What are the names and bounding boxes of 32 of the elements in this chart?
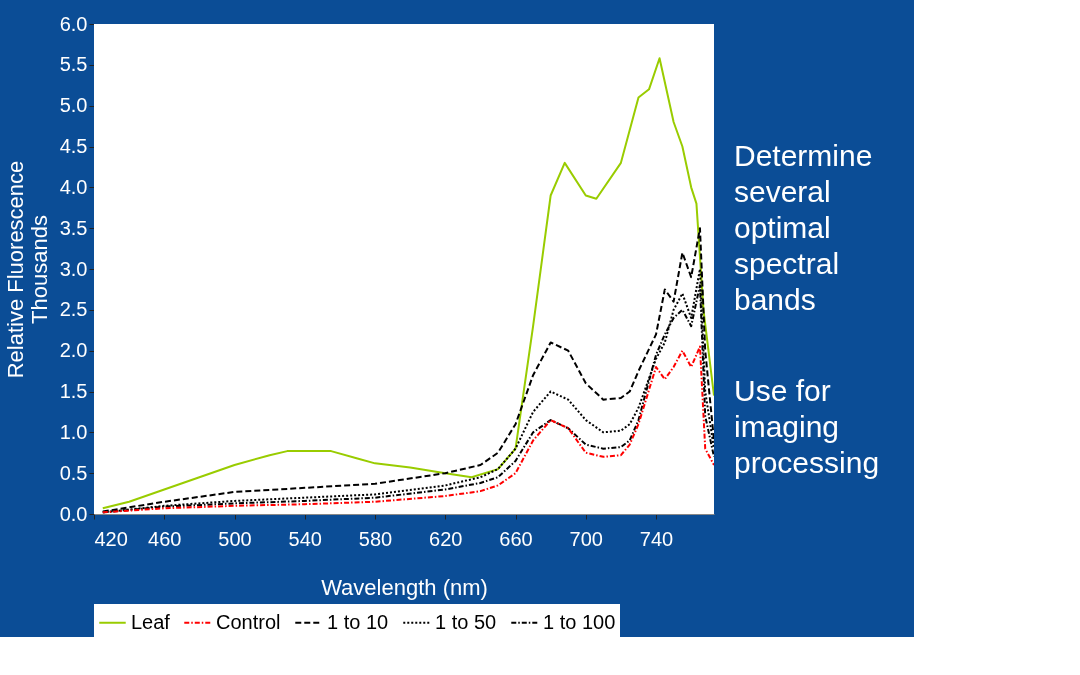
x-tick-label: 460 [148,527,182,550]
y-tick-label: 1.5 [59,380,88,402]
x-tick-label: 540 [288,527,322,550]
legend-label: Leaf [131,610,171,633]
x-tick-label: 700 [569,527,603,550]
x-tick-label: 620 [429,527,463,550]
y-tick-label: 4.0 [59,175,88,198]
legend-label: 1 to 100 [543,610,616,633]
x-tick-label: 580 [358,527,393,550]
x-tick-label: 740 [639,527,674,550]
x-tick-label: 420 [94,527,128,550]
y-tick-label: 1.0 [59,420,88,443]
x-axis-title: Wavelength (nm) [321,574,488,600]
legend-label: 1 to 50 [435,610,497,633]
y-axis-title: Relative Fluorescence [2,160,28,379]
x-tick-label: 500 [218,527,252,550]
legend-label: Control [216,610,281,633]
y-tick-label: 6.0 [59,12,88,35]
y-tick-label: 0.5 [59,461,88,484]
y-tick-label: 2.5 [59,298,88,321]
text: Use for imaging processing [734,373,880,479]
y-tick-label: 3.0 [59,257,88,280]
y-tick-label: 4.5 [59,135,88,157]
y-tick-label: 0.0 [59,502,88,525]
y-tick-label: 5.0 [59,94,88,117]
legend-label: 1 to 10 [327,610,389,633]
y-tick-label: 3.5 [59,216,88,239]
y-tick-label: 2.0 [59,339,88,362]
text: Thousands [26,215,52,324]
y-tick-label: 5.5 [59,53,88,76]
x-tick-label: 660 [499,527,533,550]
text: Determine several optimal spectral bands [734,138,873,316]
